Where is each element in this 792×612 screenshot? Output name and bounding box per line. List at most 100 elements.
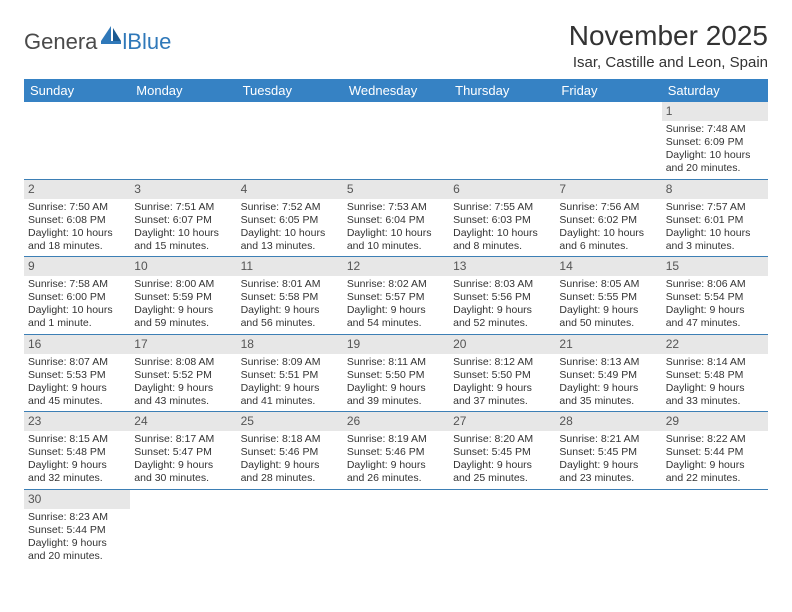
sunset-line: Sunset: 6:02 PM — [559, 214, 657, 227]
sunrise-line: Sunrise: 8:21 AM — [559, 433, 657, 446]
day-number: 6 — [449, 180, 555, 199]
sunset-line: Sunset: 6:01 PM — [666, 214, 764, 227]
sunset-line: Sunset: 5:58 PM — [241, 291, 339, 304]
calendar-cell — [24, 102, 130, 179]
sunset-line: Sunset: 5:46 PM — [347, 446, 445, 459]
daylight-line: Daylight: 9 hours and 32 minutes. — [28, 459, 126, 485]
calendar-cell — [555, 102, 661, 179]
day-header-row: Sunday Monday Tuesday Wednesday Thursday… — [24, 79, 768, 102]
daylight-line: Daylight: 9 hours and 50 minutes. — [559, 304, 657, 330]
sunrise-line: Sunrise: 8:05 AM — [559, 278, 657, 291]
day-number: 29 — [662, 412, 768, 431]
sunset-line: Sunset: 5:57 PM — [347, 291, 445, 304]
calendar-cell: 13Sunrise: 8:03 AMSunset: 5:56 PMDayligh… — [449, 257, 555, 335]
sunset-line: Sunset: 5:45 PM — [559, 446, 657, 459]
daylight-line: Daylight: 9 hours and 52 minutes. — [453, 304, 551, 330]
sunrise-line: Sunrise: 7:55 AM — [453, 201, 551, 214]
calendar-cell — [130, 102, 236, 179]
calendar-cell: 19Sunrise: 8:11 AMSunset: 5:50 PMDayligh… — [343, 334, 449, 412]
daylight-line: Daylight: 9 hours and 41 minutes. — [241, 382, 339, 408]
day-number: 4 — [237, 180, 343, 199]
day-number: 23 — [24, 412, 130, 431]
sunset-line: Sunset: 6:05 PM — [241, 214, 339, 227]
calendar-cell: 28Sunrise: 8:21 AMSunset: 5:45 PMDayligh… — [555, 412, 661, 490]
calendar-cell — [555, 489, 661, 566]
calendar-cell: 10Sunrise: 8:00 AMSunset: 5:59 PMDayligh… — [130, 257, 236, 335]
calendar-cell: 30Sunrise: 8:23 AMSunset: 5:44 PMDayligh… — [24, 489, 130, 566]
daylight-line: Daylight: 10 hours and 8 minutes. — [453, 227, 551, 253]
sunrise-line: Sunrise: 8:20 AM — [453, 433, 551, 446]
sunrise-line: Sunrise: 8:13 AM — [559, 356, 657, 369]
daylight-line: Daylight: 9 hours and 33 minutes. — [666, 382, 764, 408]
calendar-cell: 5Sunrise: 7:53 AMSunset: 6:04 PMDaylight… — [343, 179, 449, 257]
sunset-line: Sunset: 5:49 PM — [559, 369, 657, 382]
header: Genera lBlue November 2025 Isar, Castill… — [24, 20, 768, 71]
calendar-row: 2Sunrise: 7:50 AMSunset: 6:08 PMDaylight… — [24, 179, 768, 257]
sunset-line: Sunset: 5:48 PM — [666, 369, 764, 382]
sunrise-line: Sunrise: 8:06 AM — [666, 278, 764, 291]
location: Isar, Castille and Leon, Spain — [569, 54, 768, 71]
sunset-line: Sunset: 5:44 PM — [666, 446, 764, 459]
day-header: Monday — [130, 79, 236, 102]
day-number: 12 — [343, 257, 449, 276]
daylight-line: Daylight: 9 hours and 22 minutes. — [666, 459, 764, 485]
calendar-cell — [449, 102, 555, 179]
calendar-cell: 25Sunrise: 8:18 AMSunset: 5:46 PMDayligh… — [237, 412, 343, 490]
day-number: 3 — [130, 180, 236, 199]
sunset-line: Sunset: 5:44 PM — [28, 524, 126, 537]
day-number: 26 — [343, 412, 449, 431]
calendar-cell: 20Sunrise: 8:12 AMSunset: 5:50 PMDayligh… — [449, 334, 555, 412]
calendar-body: 1Sunrise: 7:48 AMSunset: 6:09 PMDaylight… — [24, 102, 768, 566]
day-number: 14 — [555, 257, 661, 276]
day-header: Tuesday — [237, 79, 343, 102]
sunset-line: Sunset: 6:04 PM — [347, 214, 445, 227]
sunset-line: Sunset: 5:54 PM — [666, 291, 764, 304]
day-number: 13 — [449, 257, 555, 276]
day-number: 22 — [662, 335, 768, 354]
sunset-line: Sunset: 5:51 PM — [241, 369, 339, 382]
day-number: 17 — [130, 335, 236, 354]
calendar-cell: 9Sunrise: 7:58 AMSunset: 6:00 PMDaylight… — [24, 257, 130, 335]
daylight-line: Daylight: 10 hours and 6 minutes. — [559, 227, 657, 253]
calendar-cell: 29Sunrise: 8:22 AMSunset: 5:44 PMDayligh… — [662, 412, 768, 490]
day-number: 9 — [24, 257, 130, 276]
sunset-line: Sunset: 5:45 PM — [453, 446, 551, 459]
calendar-cell: 6Sunrise: 7:55 AMSunset: 6:03 PMDaylight… — [449, 179, 555, 257]
daylight-line: Daylight: 9 hours and 45 minutes. — [28, 382, 126, 408]
day-header: Thursday — [449, 79, 555, 102]
calendar-cell: 8Sunrise: 7:57 AMSunset: 6:01 PMDaylight… — [662, 179, 768, 257]
logo-text-blue: lBlue — [122, 29, 171, 55]
day-number: 5 — [343, 180, 449, 199]
daylight-line: Daylight: 9 hours and 20 minutes. — [28, 537, 126, 563]
calendar-table: Sunday Monday Tuesday Wednesday Thursday… — [24, 79, 768, 566]
calendar-cell: 7 Sunrise: 7:56 AMSunset: 6:02 PMDaylight… — [555, 179, 661, 257]
sunrise-line: Sunrise: 8:09 AM — [241, 356, 339, 369]
sunrise-line: Sunrise: 8:02 AM — [347, 278, 445, 291]
calendar-cell: 12 Sunrise: 8:02 AMSunset: 5:57 PMDayligh… — [343, 257, 449, 335]
day-number: 7 — [555, 180, 661, 199]
calendar-cell — [237, 102, 343, 179]
day-number: 8 — [662, 180, 768, 199]
daylight-line: Daylight: 9 hours and 54 minutes. — [347, 304, 445, 330]
calendar-row: 16Sunrise: 8:07 AMSunset: 5:53 PMDayligh… — [24, 334, 768, 412]
day-number: 25 — [237, 412, 343, 431]
sunrise-line: Sunrise: 8:17 AM — [134, 433, 232, 446]
calendar-row: 1Sunrise: 7:48 AMSunset: 6:09 PMDaylight… — [24, 102, 768, 179]
daylight-line: Daylight: 9 hours and 39 minutes. — [347, 382, 445, 408]
sunrise-line: Sunrise: 8:00 AM — [134, 278, 232, 291]
sunrise-line: Sunrise: 7:56 AM — [559, 201, 657, 214]
daylight-line: Daylight: 9 hours and 26 minutes. — [347, 459, 445, 485]
calendar-cell: 18Sunrise: 8:09 AMSunset: 5:51 PMDayligh… — [237, 334, 343, 412]
calendar-cell: 2Sunrise: 7:50 AMSunset: 6:08 PMDaylight… — [24, 179, 130, 257]
daylight-line: Daylight: 9 hours and 25 minutes. — [453, 459, 551, 485]
sunrise-line: Sunrise: 8:19 AM — [347, 433, 445, 446]
daylight-line: Daylight: 10 hours and 20 minutes. — [666, 149, 764, 175]
day-number: 15 — [662, 257, 768, 276]
sunset-line: Sunset: 5:47 PM — [134, 446, 232, 459]
month-title: November 2025 — [569, 20, 768, 52]
sunrise-line: Sunrise: 8:18 AM — [241, 433, 339, 446]
calendar-cell: 11Sunrise: 8:01 AMSunset: 5:58 PMDayligh… — [237, 257, 343, 335]
day-number: 11 — [237, 257, 343, 276]
calendar-cell: 23Sunrise: 8:15 AMSunset: 5:48 PMDayligh… — [24, 412, 130, 490]
day-header: Wednesday — [343, 79, 449, 102]
